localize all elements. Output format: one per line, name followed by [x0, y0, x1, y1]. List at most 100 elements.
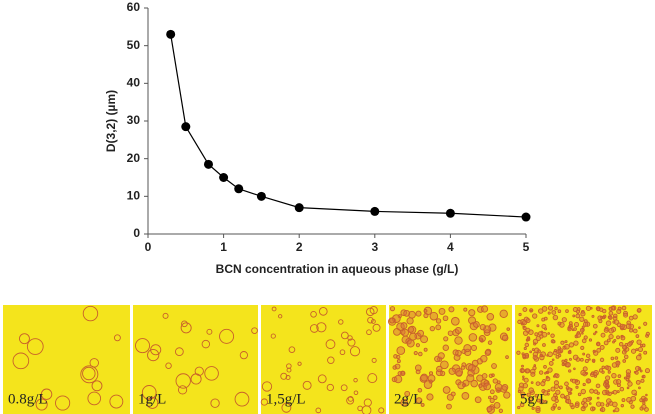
droplet — [580, 388, 586, 395]
droplet — [635, 348, 639, 352]
droplet — [569, 391, 573, 395]
droplet — [635, 365, 641, 372]
droplet — [606, 398, 612, 404]
droplet — [596, 391, 600, 395]
droplet — [501, 334, 509, 342]
droplet — [635, 379, 641, 385]
droplet — [592, 323, 598, 329]
droplet — [526, 392, 531, 397]
droplet — [366, 307, 375, 317]
droplet — [417, 329, 425, 337]
droplet — [616, 322, 622, 328]
droplet — [564, 358, 568, 362]
droplet — [406, 339, 415, 348]
droplet — [557, 406, 561, 411]
droplet — [370, 319, 376, 324]
droplet — [448, 306, 455, 313]
droplet — [631, 340, 634, 344]
droplet — [565, 309, 569, 313]
droplet — [404, 390, 411, 397]
droplet — [363, 398, 372, 407]
droplet — [582, 397, 588, 403]
droplet — [378, 407, 385, 414]
droplet — [478, 383, 483, 388]
droplet — [597, 315, 603, 321]
droplet — [591, 406, 596, 411]
droplet — [623, 376, 627, 380]
droplet — [516, 350, 521, 355]
droplet — [573, 340, 579, 346]
droplet — [486, 312, 495, 321]
droplet — [415, 343, 420, 348]
droplet — [367, 316, 374, 324]
droplet — [580, 369, 586, 376]
droplet — [91, 380, 103, 392]
droplet — [544, 327, 548, 331]
droplet — [318, 307, 328, 316]
droplet — [564, 381, 569, 387]
droplet — [645, 331, 650, 336]
droplet — [529, 309, 533, 313]
droplet — [583, 319, 588, 324]
droplet — [613, 313, 618, 319]
droplet — [418, 351, 423, 357]
droplet — [561, 362, 565, 367]
droplet — [547, 389, 551, 393]
droplet — [165, 362, 172, 369]
droplet — [557, 309, 562, 313]
droplet — [552, 314, 559, 321]
droplet — [588, 338, 593, 342]
droplet — [555, 389, 561, 395]
droplet — [612, 320, 616, 324]
droplet — [601, 308, 607, 314]
droplet — [339, 349, 346, 356]
droplet — [396, 354, 401, 360]
droplet — [340, 331, 349, 340]
droplet — [534, 332, 539, 337]
droplet — [623, 354, 629, 360]
droplet — [599, 402, 605, 407]
droplet — [261, 381, 273, 392]
droplet — [548, 361, 554, 366]
droplet — [557, 353, 562, 358]
droplet — [436, 365, 443, 373]
droplet — [616, 335, 620, 340]
droplet — [596, 396, 600, 400]
droplet — [492, 395, 498, 401]
droplet — [618, 342, 624, 347]
droplet — [612, 340, 615, 344]
droplet — [35, 398, 48, 411]
droplet — [582, 366, 588, 372]
x-tick-label: 2 — [296, 240, 303, 254]
droplet — [636, 308, 642, 313]
micrograph — [133, 305, 258, 414]
droplet — [496, 380, 501, 384]
droplet — [604, 380, 609, 385]
droplet — [285, 375, 291, 380]
droplet — [428, 371, 434, 376]
droplet — [581, 338, 587, 344]
droplet — [413, 350, 418, 356]
droplet — [524, 342, 530, 348]
droplet — [109, 394, 124, 409]
droplet — [12, 352, 30, 370]
droplet — [581, 332, 584, 335]
droplet — [26, 338, 44, 355]
droplet — [554, 383, 560, 389]
droplet — [567, 326, 572, 332]
droplet — [573, 367, 576, 371]
droplet — [437, 352, 445, 360]
droplet — [638, 386, 641, 390]
droplet — [591, 314, 595, 318]
droplet — [80, 365, 99, 384]
droplet — [547, 332, 550, 335]
droplet — [632, 314, 638, 320]
droplet — [580, 345, 585, 350]
droplet — [611, 391, 615, 395]
droplet — [499, 309, 508, 319]
droplet — [429, 311, 439, 321]
data-point — [219, 173, 229, 182]
droplet — [491, 363, 497, 369]
droplet — [599, 357, 605, 363]
droplet — [615, 347, 621, 353]
